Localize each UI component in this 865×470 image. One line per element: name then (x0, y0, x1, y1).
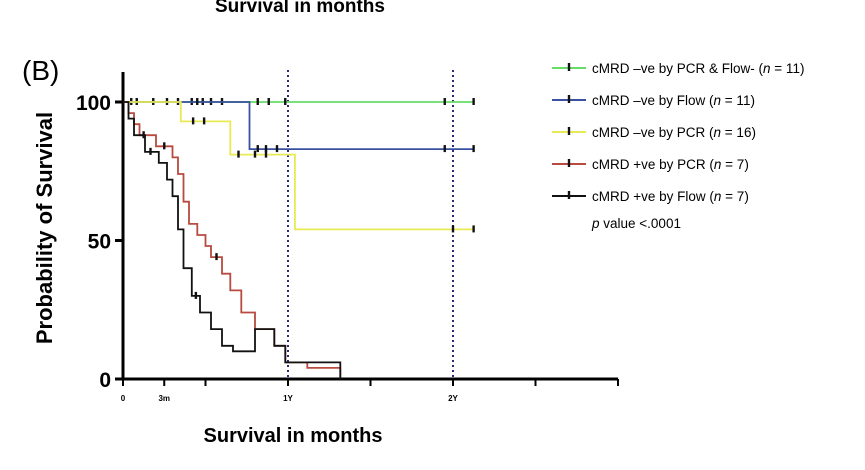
legend-entry: cMRD –ve by PCR (n = 16) (592, 125, 756, 140)
legend-entry: cMRD +ve by PCR (n = 7) (592, 157, 749, 172)
x-tick-label: 1Y (283, 394, 293, 403)
legend-entry: cMRD –ve by PCR & Flow- (n = 11) (592, 61, 804, 76)
series-line-3 (123, 101, 342, 379)
legend-entry: cMRD +ve by Flow (n = 7) (592, 189, 749, 204)
top-caption: Survival in months (215, 0, 385, 17)
series-line-1 (123, 101, 474, 150)
y-tick-label: 100 (76, 92, 111, 115)
y-tick-label: 50 (88, 231, 111, 254)
x-axis-title: Survival in months (204, 425, 383, 447)
x-tick-label: 2Y (448, 394, 458, 403)
legend-entry: cMRD –ve by Flow (n = 11) (592, 93, 755, 108)
p-value-annotation: p value <.0001 (591, 216, 681, 231)
panel-label: (B) (22, 55, 59, 86)
legend: cMRD –ve by PCR & Flow- (n = 11) cMRD –ve… (552, 61, 804, 231)
series-line-4 (123, 101, 342, 379)
x-tick-label: 3m (158, 394, 170, 403)
plot-area: 0 50 100 0 3m 1Y 2Y (76, 70, 619, 403)
y-axis-title: Probability of Survival (32, 112, 57, 344)
series-line-2 (123, 101, 474, 231)
x-tick-label: 0 (121, 394, 126, 403)
y-tick-label: 0 (99, 369, 111, 392)
